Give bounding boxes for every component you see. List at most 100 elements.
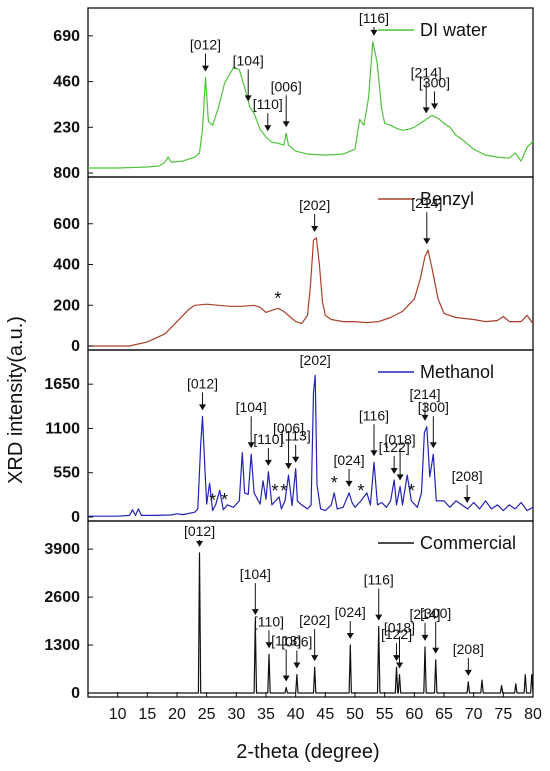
peak-label: [104] — [240, 566, 271, 582]
peak-label: [214] — [409, 606, 440, 622]
y-tick-label: 690 — [53, 28, 80, 45]
peak-label: [116] — [364, 572, 394, 588]
impurity-star-marker: * — [280, 481, 287, 501]
peak-label: [113] — [281, 428, 311, 444]
panel-methanol: 0 550 1100 1650 Methanol [012] [104] [110][006]… — [44, 349, 534, 526]
peak-label: [012] — [187, 375, 218, 391]
y-tick-label: 1650 — [44, 376, 80, 393]
peak-label: [012] — [184, 523, 215, 539]
peak-label: [202] — [300, 352, 331, 368]
peak-arrow-head — [432, 647, 440, 654]
peak-arrow-head — [292, 456, 300, 463]
impurity-star-marker: * — [209, 491, 216, 511]
x-tick-label: 30 — [227, 706, 245, 723]
peak-arrow-head — [390, 467, 398, 474]
y-tick-label: 460 — [53, 74, 80, 91]
x-tick-label: 45 — [316, 706, 334, 723]
y-tick-label: 3900 — [44, 541, 80, 558]
y-tick-label: 550 — [53, 465, 80, 482]
peak-label: [208] — [452, 468, 483, 484]
peak-arrow-head — [311, 655, 319, 662]
series-line-methanol — [88, 374, 534, 517]
peak-arrow-head — [393, 655, 401, 662]
y-tick-label: 800 — [53, 165, 80, 182]
x-tick-label: 10 — [109, 706, 127, 723]
y-tick-label: 0 — [71, 685, 80, 702]
peak-label: [024] — [335, 604, 366, 620]
peak-arrow-head — [396, 474, 404, 481]
x-tick-label: 55 — [376, 706, 394, 723]
peak-label: [006] — [271, 78, 302, 94]
peak-arrow-head — [196, 540, 204, 547]
peak-arrow-head — [370, 450, 378, 457]
peak-arrow-head — [370, 29, 378, 36]
peak-label: [104] — [236, 399, 267, 415]
y-tick-label: 1100 — [45, 420, 80, 437]
peak-arrow-head — [345, 480, 353, 487]
legend-label: DI water — [420, 20, 487, 40]
x-tick-label: 65 — [435, 706, 453, 723]
y-tick-label: 0 — [71, 509, 80, 526]
x-tick-label: 50 — [346, 706, 364, 723]
peak-arrow-head — [265, 642, 273, 649]
peak-label: [104] — [233, 52, 264, 68]
impurity-star-marker: * — [408, 481, 415, 501]
peak-label: [018] — [385, 431, 416, 447]
panel-benzyl: 0 200 400 600 Benzyl [202] [214] * — [53, 176, 534, 355]
peak-label: [018] — [384, 620, 415, 636]
y-tick-label: 200 — [53, 297, 80, 314]
peak-label: [300] — [419, 74, 450, 90]
series-line-commercial — [88, 552, 534, 694]
y-tick-label: 1300 — [44, 637, 80, 654]
peak-arrow-head — [293, 662, 301, 669]
x-tick-label: 20 — [168, 706, 186, 723]
x-tick-label: 15 — [138, 706, 156, 723]
peak-label: [122] — [379, 439, 410, 455]
peak-arrow-head — [199, 404, 207, 411]
y-axis-title: XRD intensity(a.u.) — [5, 316, 27, 484]
x-tick-label: 80 — [524, 706, 542, 723]
impurity-star-marker: * — [271, 481, 278, 501]
x-tick-label: 35 — [257, 706, 275, 723]
peak-label: [116] — [359, 10, 389, 26]
peak-arrow-head — [282, 675, 290, 682]
series-line-di — [88, 41, 534, 169]
peak-arrow-head — [375, 614, 383, 621]
x-tick-label: 25 — [198, 706, 216, 723]
impurity-star-marker: * — [274, 288, 281, 308]
peak-label: [214] — [411, 195, 442, 211]
peak-arrow-head — [244, 95, 252, 102]
x-axis-ticks: 10 15 20 25 30 35 40 45 50 55 60 65 70 75 80 — [109, 692, 542, 723]
peak-arrow-head — [423, 238, 431, 245]
panel-di: 800 230 460 690 DI water [012] [104] [110] [006]… — [53, 7, 534, 182]
peak-label: [208] — [453, 641, 484, 657]
peak-label: [006] — [273, 420, 304, 436]
peak-label: [110] — [253, 431, 283, 447]
peak-arrow-head — [311, 226, 319, 233]
panel-commercial: 0 1300 2600 3900 Commercial [012] [104] [110] [1… — [44, 520, 534, 702]
y-tick-label: 230 — [53, 119, 80, 136]
y-tick-label: 0 — [71, 338, 80, 355]
peak-arrow-head — [429, 442, 437, 449]
peak-arrow-head — [346, 633, 354, 640]
peak-arrow-head — [247, 442, 255, 449]
peak-label: [202] — [299, 612, 330, 628]
legend-label: Methanol — [420, 362, 494, 382]
x-tick-label: 70 — [465, 706, 483, 723]
peak-arrow-head — [201, 65, 209, 72]
x-tick-label: 40 — [287, 706, 305, 723]
peak-label: [024] — [333, 452, 364, 468]
peak-arrow-head — [251, 609, 259, 616]
panel-frame — [87, 520, 534, 698]
x-axis-title: 2-theta (degree) — [236, 741, 379, 763]
peak-label: [116] — [359, 407, 389, 423]
peak-arrow-head — [421, 414, 429, 421]
peak-arrow-head — [463, 496, 471, 503]
peak-arrow-head — [431, 103, 439, 110]
peak-arrow-head — [285, 463, 293, 470]
x-tick-label: 75 — [494, 706, 512, 723]
peak-arrow-head — [264, 125, 272, 132]
peak-label: [300] — [418, 399, 449, 415]
